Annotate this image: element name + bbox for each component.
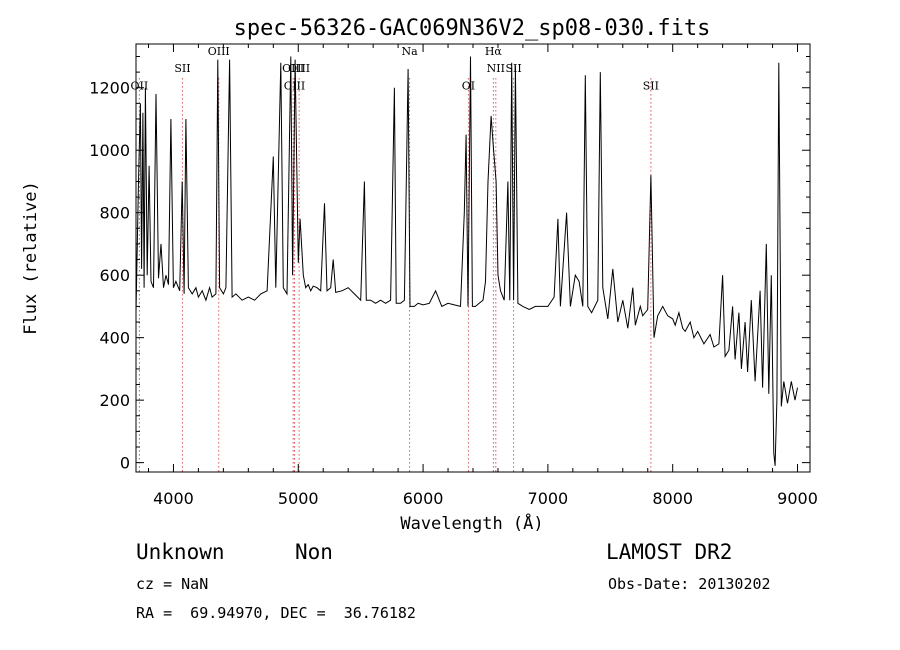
spectral-line-label: OIII	[208, 45, 230, 58]
spectral-line-label: NII	[487, 62, 505, 75]
y-tick-label: 400	[99, 329, 130, 348]
spectral-line-label: OIII	[288, 62, 310, 75]
x-tick-label: 6000	[403, 489, 444, 508]
spectrum-series	[135, 56, 798, 466]
x-axis-label: Wavelength (Å)	[400, 512, 543, 534]
y-tick-label: 600	[99, 266, 130, 285]
class-label: Unknown	[136, 540, 225, 564]
y-tick-label: 800	[99, 204, 130, 223]
spectral-line-label: Na	[402, 45, 419, 58]
x-tick-label: 8000	[652, 489, 693, 508]
x-tick-label: 4000	[153, 489, 194, 508]
spectral-line-label: OI	[462, 79, 475, 92]
spectral-line-label: Hα	[485, 45, 503, 58]
spectrum-line	[135, 56, 798, 466]
x-tick-label: 5000	[278, 489, 319, 508]
y-axis: 0 200 400 600 800 1000 1200	[89, 55, 810, 473]
spectral-line-label: OII	[131, 79, 149, 92]
x-tick-label: 9000	[777, 489, 818, 508]
x-axis: 4000 5000 6000 7000 8000 9000	[147, 44, 818, 508]
y-tick-label: 0	[120, 454, 130, 473]
spectral-line-label: SII	[174, 62, 190, 75]
plot-frame	[135, 43, 811, 473]
y-axis-label: Flux (relative)	[21, 181, 41, 335]
y-tick-label: 1200	[89, 79, 130, 98]
survey-label: LAMOST DR2	[606, 540, 733, 564]
cz-value: cz = NaN	[136, 575, 209, 593]
spectral-line-label: SII	[505, 62, 521, 75]
coordinates: RA = 69.94970, DEC = 36.76182	[136, 604, 416, 622]
x-tick-label: 7000	[528, 489, 569, 508]
chart-title: spec-56326-GAC069N36V2_sp08-030.fits	[234, 16, 711, 41]
spectral-line-label: OIII	[282, 62, 304, 75]
y-tick-label: 1000	[89, 141, 130, 160]
subclass-label: Non	[295, 540, 333, 564]
y-tick-label: 200	[99, 391, 130, 410]
obs-date: Obs-Date: 20130202	[608, 575, 771, 593]
spectral-line-label: SII	[643, 79, 659, 92]
